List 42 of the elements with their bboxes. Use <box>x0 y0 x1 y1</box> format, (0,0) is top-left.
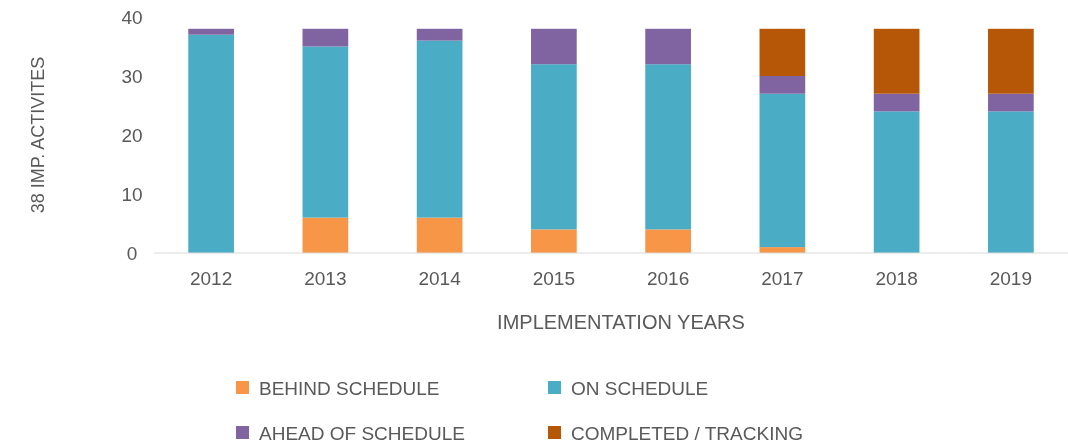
bar <box>873 111 920 253</box>
x-axis-title: IMPLEMENTATION YEARS <box>497 311 745 333</box>
x-tick-label: 2013 <box>304 268 347 289</box>
bar <box>645 64 691 230</box>
x-tick-label: 2018 <box>875 268 918 289</box>
x-tick-label: 2016 <box>646 268 690 289</box>
y-axis-title: 38 IMP. ACTIVITES <box>28 56 48 214</box>
x-tick-label: 2014 <box>418 268 462 289</box>
bar <box>531 28 577 65</box>
bar <box>988 111 1034 253</box>
x-tick-label: 2017 <box>761 268 804 289</box>
bar <box>759 76 806 94</box>
bar <box>188 34 234 253</box>
bar <box>645 229 691 253</box>
bar <box>416 217 463 253</box>
bar <box>188 28 234 35</box>
y-tick-label: 0 <box>126 242 138 264</box>
bar <box>759 93 806 248</box>
bar <box>873 28 920 94</box>
bar <box>759 28 806 76</box>
legend-label: ON SCHEDULE <box>571 377 709 399</box>
legend-label: COMPLETED / TRACKING <box>571 422 803 444</box>
y-tick-label: 30 <box>121 65 143 87</box>
y-tick-label: 40 <box>121 6 143 28</box>
bar <box>302 46 349 218</box>
bar <box>302 28 349 47</box>
legend-label: BEHIND SCHEDULE <box>259 377 440 399</box>
bar <box>531 229 577 253</box>
bar <box>645 28 691 65</box>
x-tick-label: 2012 <box>189 268 233 289</box>
bar <box>988 28 1034 94</box>
bar <box>531 64 577 230</box>
bar <box>416 40 463 218</box>
y-tick-label: 10 <box>121 183 143 205</box>
legend-label: AHEAD OF SCHEDULE <box>259 422 465 444</box>
y-tick-label: 20 <box>121 124 143 146</box>
bar <box>873 93 920 112</box>
bar <box>988 93 1034 112</box>
bar <box>416 28 463 41</box>
x-tick-label: 2019 <box>989 268 1033 289</box>
bar <box>302 217 349 253</box>
x-tick-label: 2015 <box>532 268 576 289</box>
